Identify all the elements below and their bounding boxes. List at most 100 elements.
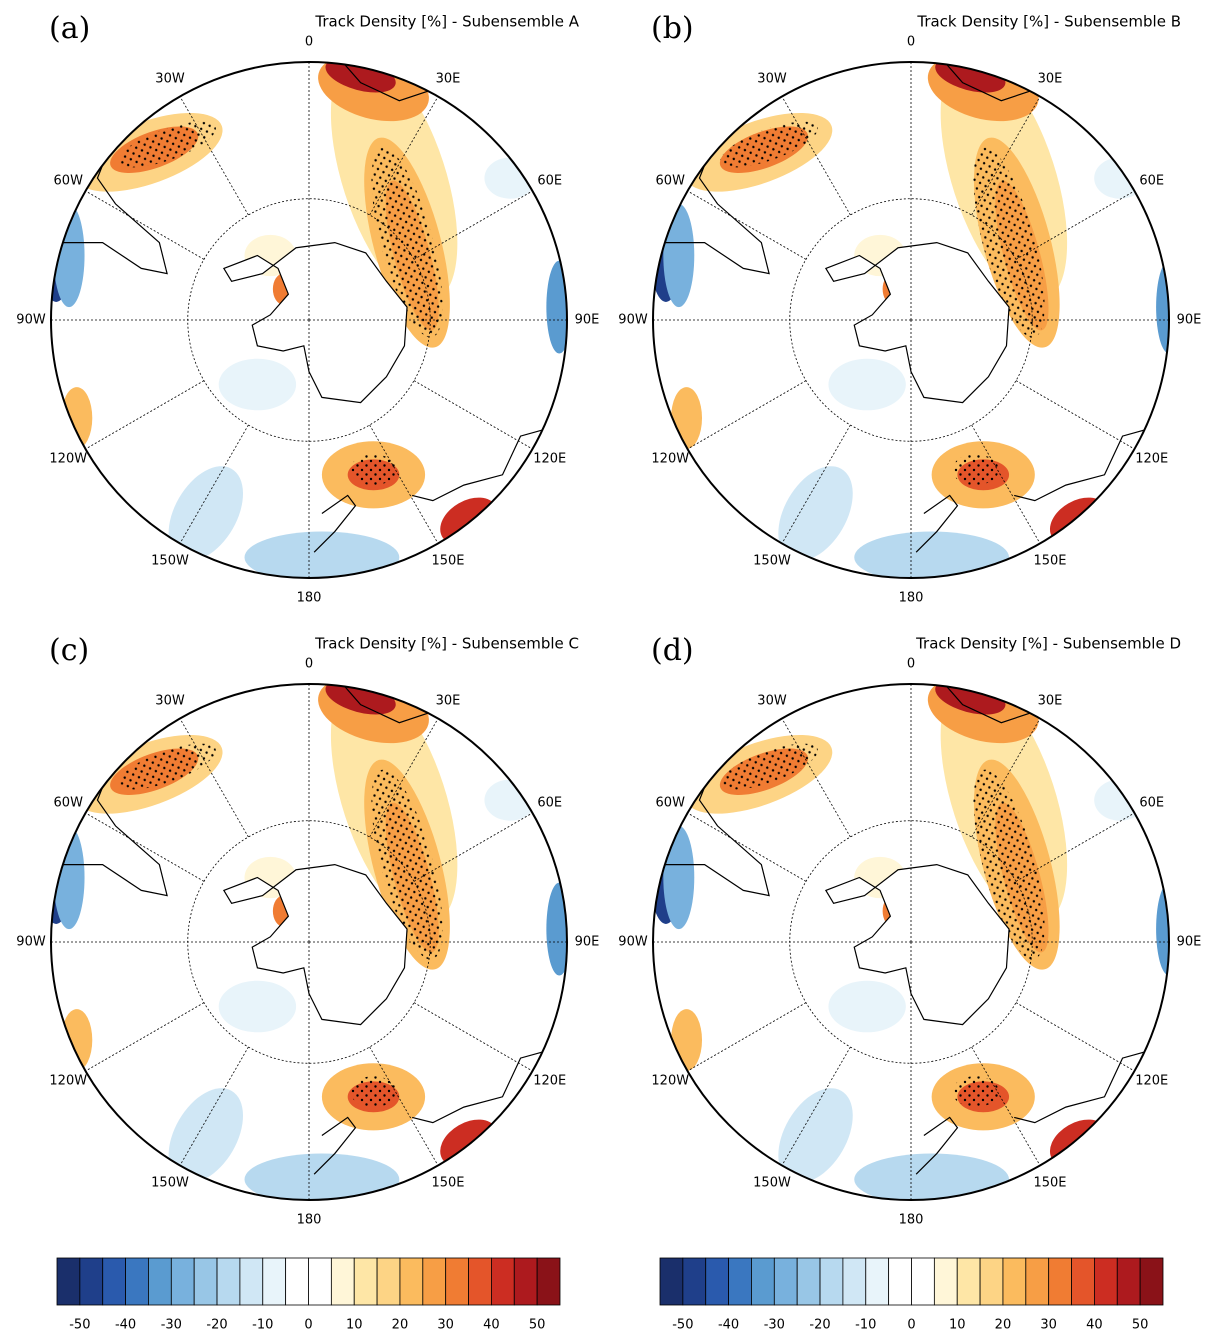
colorbar-tick-label: 40 [1086, 1318, 1103, 1333]
longitude-label: 150W [753, 553, 791, 568]
colorbar-swatch [933, 1257, 958, 1306]
coastline-antarctica [222, 241, 408, 404]
colorbar-swatch [285, 1257, 309, 1306]
longitude-label: 90E [1177, 313, 1202, 328]
longitude-label: 90W [618, 935, 648, 950]
colorbar-tick-label: 50 [1132, 1318, 1149, 1333]
colorbar-swatch [239, 1257, 264, 1306]
colorbar-swatch [888, 1257, 912, 1306]
colorbar-swatch [468, 1257, 492, 1306]
contour-region [218, 358, 297, 411]
coastline-new-zealand [313, 494, 357, 553]
colorbar-tick-label: -30 [161, 1318, 182, 1333]
map-panel: (c) Track Density [%] - Subensemble C0 30E… [16, 633, 599, 1228]
colorbar-tick-label: -30 [764, 1318, 785, 1333]
contour-region [168, 466, 244, 561]
contour-region [663, 825, 695, 930]
contour-region [663, 203, 695, 308]
panel-label: (a) [49, 11, 90, 46]
longitude-label: 150W [753, 1175, 791, 1190]
meridian-line [1015, 190, 1135, 260]
longitude-label: 90W [16, 313, 46, 328]
colorbar-tick-label: 10 [949, 1318, 966, 1333]
significance-stipple [350, 1076, 397, 1108]
coastline-australia [1014, 422, 1169, 502]
panel-label: (b) [651, 11, 694, 46]
colorbar-swatch [1116, 1257, 1141, 1306]
colorbar-swatch [56, 1257, 81, 1306]
meridian-line [369, 1046, 439, 1166]
longitude-label: 120E [533, 1074, 566, 1089]
coastline-antarctica [222, 863, 408, 1026]
colorbar-swatch [353, 1257, 378, 1306]
colorbar-swatch [842, 1257, 867, 1306]
colorbar-swatch [728, 1257, 752, 1306]
colorbar-tick-label: 40 [483, 1318, 500, 1333]
panel-title: Track Density [%] - Subensemble A [314, 13, 579, 31]
meridian-line [687, 190, 807, 260]
longitude-label: 120W [49, 1074, 87, 1089]
longitude-label: 120E [1135, 452, 1168, 467]
significance-stipple [973, 769, 1045, 960]
map-boundary [652, 61, 1170, 579]
meridian-line [687, 1002, 807, 1072]
longitude-label: 0 [305, 35, 313, 50]
panel-label: (d) [651, 633, 694, 668]
meridian-line [971, 424, 1041, 544]
longitude-label: 180 [899, 591, 924, 606]
colorbar-swatch [170, 1257, 195, 1306]
colorbar: -50 -40 -30 -20 -10 0 10 20 30 40 50 [56, 1257, 561, 1333]
contour-region [61, 1009, 93, 1071]
colorbar-swatch [445, 1257, 469, 1306]
coastline-australia [412, 422, 567, 502]
longitude-label: 30E [1038, 72, 1063, 87]
contour-region [244, 531, 400, 578]
colorbar-swatch [682, 1257, 707, 1306]
longitude-label: 180 [297, 591, 322, 606]
coastline-new-zealand [915, 494, 959, 553]
panel-title: Track Density [%] - Subensemble B [916, 13, 1181, 31]
longitude-label: 30W [155, 694, 185, 709]
meridian-line [971, 718, 1041, 838]
meridian-line [369, 424, 439, 544]
meridian-line [781, 1046, 851, 1166]
meridian-line [413, 1002, 533, 1072]
longitude-label: 150E [1033, 1175, 1066, 1190]
contour-region [1094, 157, 1146, 199]
map-field [653, 684, 1169, 1200]
contour-region [168, 1088, 244, 1183]
coastline-antarctica [824, 863, 1010, 1026]
meridian-line [687, 380, 807, 450]
colorbar-swatch [659, 1257, 684, 1306]
coastline-new-zealand [313, 1116, 357, 1175]
contour-region [244, 1153, 400, 1200]
meridian-line [971, 96, 1041, 216]
panel-title: Track Density [%] - Subensemble D [915, 635, 1181, 653]
contour-region [671, 1009, 703, 1071]
longitude-label: 150E [431, 1175, 464, 1190]
longitude-label: 60E [537, 174, 562, 189]
colorbar-swatch [536, 1257, 561, 1306]
longitude-label: 60E [1139, 174, 1164, 189]
significance-stipple [118, 743, 216, 790]
colorbar-swatch [513, 1257, 538, 1306]
coastline-australia [1014, 1044, 1169, 1124]
longitude-label: 120W [49, 452, 87, 467]
meridian-line [85, 1002, 205, 1072]
longitude-label: 90W [618, 313, 648, 328]
longitude-label: 90E [575, 935, 600, 950]
colorbar-swatch [911, 1257, 935, 1306]
colorbar-swatch [796, 1257, 821, 1306]
colorbar-swatch [216, 1257, 241, 1306]
colorbar-tick-label: -10 [252, 1318, 273, 1333]
meridian-line [179, 1046, 249, 1166]
meridian-line [781, 96, 851, 216]
colorbar-tick-label: -50 [672, 1318, 693, 1333]
panel-label: (c) [49, 633, 89, 668]
longitude-label: 120E [533, 452, 566, 467]
panel-title: Track Density [%] - Subensemble C [314, 635, 579, 653]
colorbar-swatch [399, 1257, 424, 1306]
longitude-label: 30E [436, 72, 461, 87]
colorbar-swatch [148, 1257, 172, 1306]
meridian-line [179, 718, 249, 838]
